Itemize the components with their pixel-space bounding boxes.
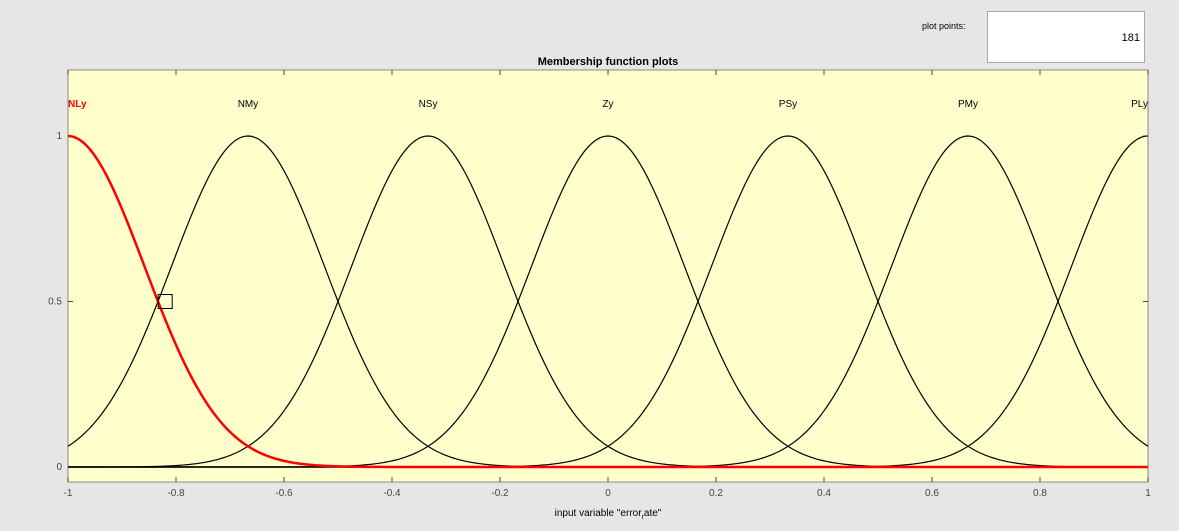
mf-label-nly[interactable]: NLy [68, 99, 87, 110]
selection-marker[interactable] [157, 294, 173, 309]
x-tick-label: 0.2 [709, 488, 723, 499]
mf-label-pmy[interactable]: PMy [958, 99, 978, 110]
x-axis-label: input variable "errorrate" [555, 508, 662, 521]
y-tick-label: 0 [56, 462, 62, 473]
y-tick-label: 0.5 [48, 297, 62, 308]
mf-label-nsy[interactable]: NSy [419, 99, 438, 110]
x-tick-label: -0.6 [275, 488, 293, 499]
x-tick-label: 1 [1145, 488, 1151, 499]
y-tick-label: 1 [56, 131, 62, 142]
plot-points-input[interactable]: 181 [987, 11, 1145, 63]
plot-area[interactable] [67, 69, 1149, 483]
mf-label-psy[interactable]: PSy [779, 99, 797, 110]
x-tick-label: -0.2 [491, 488, 509, 499]
plot-points-label: plot points: [922, 21, 966, 31]
x-tick-label: 0 [605, 488, 611, 499]
x-tick-label: -0.8 [167, 488, 185, 499]
x-tick-label: -1 [64, 488, 73, 499]
x-tick-label: 0.6 [925, 488, 939, 499]
mf-curve-nly[interactable] [67, 134, 1148, 469]
mf-label-zy[interactable]: Zy [602, 99, 613, 110]
x-tick-label: 0.8 [1033, 488, 1047, 499]
mf-label-nmy[interactable]: NMy [238, 99, 259, 110]
chart-title: Membership function plots [538, 56, 679, 68]
x-tick-label: 0.4 [817, 488, 831, 499]
mf-label-ply[interactable]: PLy [1131, 99, 1148, 110]
x-tick-label: -0.4 [383, 488, 401, 499]
